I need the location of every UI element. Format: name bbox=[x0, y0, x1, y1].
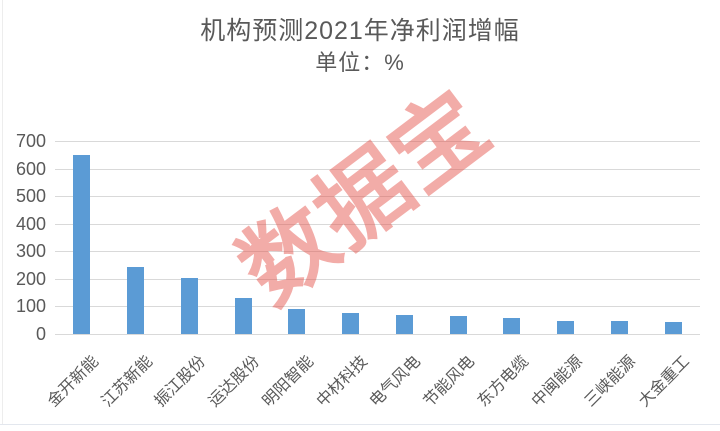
chart-bottom-border bbox=[0, 424, 720, 425]
x-axis-category-label: 明阳智能 bbox=[259, 353, 317, 411]
gridline bbox=[55, 251, 700, 253]
gridline bbox=[55, 334, 700, 335]
watermark-text: 数据宝 bbox=[221, 72, 509, 324]
chart-left-border bbox=[2, 0, 3, 425]
y-axis-tick-label: 100 bbox=[15, 296, 46, 317]
x-axis-category-label: 振江股份 bbox=[152, 353, 210, 411]
y-axis-tick-label: 600 bbox=[15, 158, 46, 179]
gridline bbox=[55, 223, 700, 225]
x-axis-category-label: 东方电缆 bbox=[474, 353, 532, 411]
gridline bbox=[55, 306, 700, 308]
gridline bbox=[55, 141, 700, 142]
bar-振江股份 bbox=[180, 278, 198, 334]
bar-金开新能 bbox=[73, 154, 91, 334]
chart-header: 机构预测2021年净利润增幅 单位：% bbox=[0, 15, 720, 78]
bar-江苏新能 bbox=[127, 267, 145, 334]
gridline bbox=[55, 196, 700, 198]
x-axis-category-label: 电气风电 bbox=[367, 353, 425, 411]
x-axis-category-label: 大金重工 bbox=[635, 353, 694, 411]
bar-三峡能源 bbox=[610, 321, 628, 334]
bar-东方电缆 bbox=[503, 318, 521, 334]
gridline bbox=[55, 168, 700, 170]
y-axis-tick-label: 300 bbox=[15, 241, 46, 262]
bar-中材科技 bbox=[342, 313, 360, 334]
x-axis-category-label: 金开新能 bbox=[44, 353, 102, 411]
y-axis-tick-label: 0 bbox=[35, 324, 46, 344]
chart-unit-label: 单位：% bbox=[315, 50, 405, 75]
bar-电气风电 bbox=[395, 315, 413, 334]
x-axis-category-label: 三峡能源 bbox=[582, 353, 640, 411]
bar-明阳智能 bbox=[288, 309, 306, 334]
bar-运达股份 bbox=[234, 298, 252, 334]
x-axis-category-label: 中闽能源 bbox=[528, 353, 586, 411]
chart-title: 机构预测2021年净利润增幅 bbox=[200, 17, 520, 45]
bar-节能风电 bbox=[449, 315, 467, 334]
x-axis-category-label: 江苏新能 bbox=[98, 353, 156, 411]
gridline bbox=[55, 278, 700, 280]
y-axis-tick-label: 200 bbox=[15, 268, 46, 289]
x-axis-category-label: 中材科技 bbox=[313, 353, 371, 411]
x-axis-category-label: 运达股份 bbox=[205, 353, 264, 411]
y-axis-tick-label: 400 bbox=[15, 213, 46, 234]
x-axis-category-label: 节能风电 bbox=[420, 353, 479, 411]
y-axis-tick-label: 700 bbox=[15, 131, 46, 151]
bar-中闽能源 bbox=[557, 320, 575, 334]
y-axis-tick-label: 500 bbox=[15, 186, 46, 207]
bar-大金重工 bbox=[664, 321, 682, 334]
